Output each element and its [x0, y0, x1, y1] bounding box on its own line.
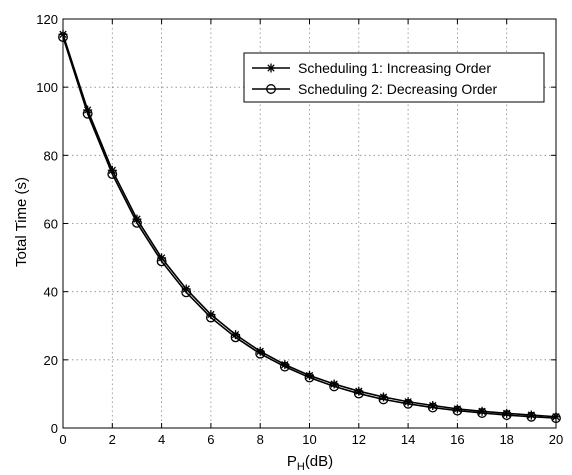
data-point-circle	[378, 394, 389, 405]
x-axis-label-main: P	[287, 453, 297, 470]
data-point-circle	[279, 361, 290, 372]
series-layer	[58, 29, 561, 424]
y-tick-label: 100	[36, 80, 58, 95]
data-point-circle	[452, 405, 463, 416]
data-point-circle	[107, 169, 118, 180]
legend-box	[243, 52, 545, 103]
y-tick-label: 60	[44, 217, 58, 232]
data-point-circle	[205, 312, 216, 323]
data-point-circle	[353, 388, 364, 399]
data-point-circle	[501, 410, 512, 420]
x-tick-label: 20	[549, 432, 563, 447]
data-point-circle	[82, 108, 93, 119]
data-point-circle	[230, 332, 241, 343]
y-tick-label: 40	[44, 285, 58, 300]
x-tick-label: 6	[207, 432, 214, 447]
data-point-circle	[477, 408, 488, 418]
data-point-circle	[131, 217, 142, 228]
x-tick-label: 0	[59, 432, 66, 447]
x-axis-label-subscript: H	[297, 461, 305, 473]
x-tick-label: 12	[352, 432, 366, 447]
y-tick-label: 20	[44, 353, 58, 368]
series-2	[58, 32, 561, 424]
x-tick-label: 8	[257, 432, 264, 447]
data-point-circle	[181, 287, 192, 298]
x-axis-label-tail: (dB)	[305, 453, 333, 470]
x-axis-label: PH(dB)	[287, 453, 333, 473]
data-point-circle	[304, 372, 315, 383]
legend-marker-star	[266, 63, 276, 73]
axis-ticks: 0 2 4 6 8 10 12 14 16 18 20 0 20 40 60 80 100 120	[36, 12, 563, 447]
legend-label-series-2: Scheduling 2: Decreasing Order	[298, 81, 498, 97]
y-axis-label: Total Time (s)	[13, 177, 30, 267]
x-tick-label: 18	[499, 432, 513, 447]
legend-marker-circle	[266, 84, 276, 94]
data-point-circle	[427, 402, 438, 413]
y-tick-label: 80	[44, 148, 58, 163]
legend: Scheduling 1: Increasing Order Schedulin…	[243, 52, 545, 103]
y-tick-label: 0	[51, 421, 58, 436]
data-point-circle	[526, 411, 537, 422]
x-tick-label: 2	[109, 432, 116, 447]
y-tick-label: 120	[36, 12, 58, 27]
legend-label-series-1: Scheduling 1: Increasing Order	[298, 60, 491, 76]
x-tick-label: 14	[401, 432, 415, 447]
x-tick-label: 10	[302, 432, 316, 447]
data-point-circle	[156, 256, 167, 267]
data-point-circle	[255, 348, 266, 359]
x-tick-label: 16	[450, 432, 464, 447]
series-line-2	[62, 36, 557, 419]
data-point-circle	[403, 398, 414, 409]
data-point-circle	[329, 381, 340, 392]
x-tick-label: 4	[158, 432, 165, 447]
